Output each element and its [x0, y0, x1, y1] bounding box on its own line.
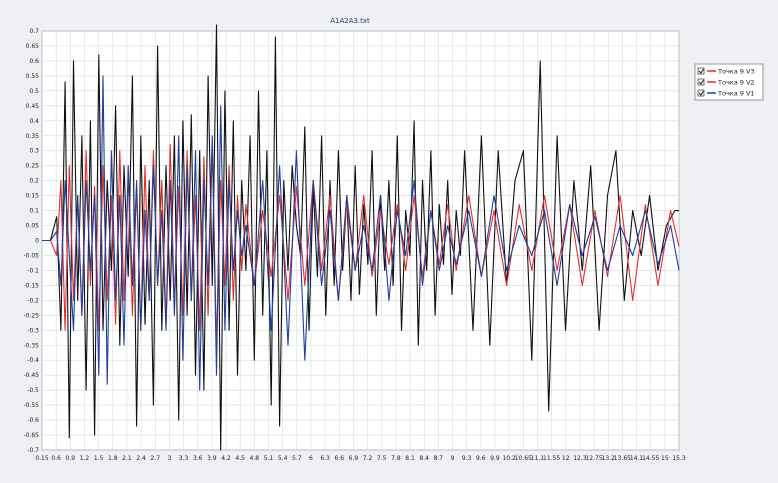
y-tick-label: 0.05 [26, 223, 40, 230]
x-tick-label: 7.5 [377, 455, 387, 462]
x-tick-label: 0.6 [51, 455, 61, 462]
x-tick-label: 13.65 [614, 455, 631, 462]
x-tick-label: 5.7 [292, 455, 302, 462]
x-tick-label: 6.3 [320, 455, 330, 462]
y-tick-label: 0.4 [29, 118, 39, 125]
x-tick-label: 9.9 [490, 455, 500, 462]
x-tick-label: 7.8 [391, 455, 401, 462]
legend-item-v2[interactable]: Точка 9 V2 [697, 78, 755, 87]
y-tick-label: 0.35 [26, 133, 40, 140]
x-tick-label: 8.4 [419, 455, 429, 462]
x-tick-label: 0.9 [66, 455, 76, 462]
y-tick-label: -0.05 [23, 252, 39, 259]
series-line-3 [42, 75, 680, 391]
legend-label-v2: Точка 9 V2 [717, 79, 755, 87]
x-tick-label: 1.5 [94, 455, 104, 462]
x-tick-label: 14.1 [630, 455, 644, 462]
x-tick-label: 4.5 [235, 455, 245, 462]
y-tick-label: 0.1 [29, 208, 39, 215]
x-tick-label: 3.9 [207, 455, 217, 462]
y-tick-label: -0.1 [27, 267, 39, 274]
x-tick-label: 3.3 [179, 455, 189, 462]
x-tick-label: 6.9 [349, 455, 359, 462]
y-tick-label: -0.45 [23, 372, 39, 379]
y-tick-label: 0 [35, 238, 39, 245]
x-tick-label: 2.4 [136, 455, 146, 462]
y-tick-label: -0.7 [27, 447, 39, 454]
x-tick-label: 14.55 [642, 455, 659, 462]
x-tick-label: 6 [309, 455, 313, 462]
legend: Точка 9 V3 Точка 9 V2 Точка 9 V1 [694, 63, 764, 101]
series-line-2 [42, 144, 680, 346]
y-tick-label: -0.15 [23, 282, 39, 289]
check-icon [698, 79, 704, 85]
y-tick-label: -0.65 [23, 432, 39, 439]
y-tick-label: 0.5 [29, 88, 39, 95]
x-tick-label: 0.15 [35, 455, 49, 462]
y-tick-label: 0.2 [29, 178, 39, 185]
x-tick-label: 8.1 [405, 455, 415, 462]
x-tick-label: 6.6 [334, 455, 344, 462]
y-tick-label: -0.55 [23, 402, 39, 409]
x-tick-label: 7.2 [363, 455, 373, 462]
x-tick-label: 1.2 [80, 455, 90, 462]
y-tick-label: 0.45 [26, 103, 40, 110]
x-tick-label: 2.7 [150, 455, 160, 462]
y-tick-label: -0.3 [27, 327, 39, 334]
check-icon [698, 68, 704, 74]
x-tick-label: 10.65 [515, 455, 532, 462]
y-tick-label: 0.3 [29, 148, 39, 155]
x-tick-label: 9.3 [462, 455, 472, 462]
y-tick-label: -0.2 [27, 297, 39, 304]
x-tick-label: 12 [562, 455, 570, 462]
y-tick-label: 0.6 [29, 58, 39, 65]
y-axis-ticks: 0.7 0.65 0.6 0.55 0.5 0.45 0.4 0.35 0.3 0.25 0.2 0.… [23, 28, 39, 454]
y-tick-label: -0.4 [27, 357, 39, 364]
legend-item-v3[interactable]: Точка 9 V3 [697, 67, 755, 76]
x-tick-label: 11.55 [543, 455, 560, 462]
x-tick-label: 9 [451, 455, 455, 462]
y-tick-label: -0.5 [27, 387, 39, 394]
x-tick-label: 13.2 [602, 455, 616, 462]
y-tick-label: 0.15 [26, 193, 40, 200]
x-tick-label: 4.2 [221, 455, 231, 462]
y-tick-label: -0.6 [27, 417, 39, 424]
x-tick-label: 9.6 [476, 455, 486, 462]
x-tick-label: 11.1 [531, 455, 545, 462]
legend-checkbox-v2[interactable] [697, 78, 705, 86]
x-tick-label: 2.1 [122, 455, 132, 462]
x-tick-label: 8.7 [434, 455, 444, 462]
x-tick-label: 5.4 [278, 455, 288, 462]
x-tick-label: 3 [167, 455, 171, 462]
y-tick-label: 0.65 [26, 43, 40, 50]
legend-label-v1: Точка 9 V1 [717, 90, 755, 98]
y-tick-label: 0.7 [29, 28, 39, 35]
x-tick-label: 12.3 [573, 455, 587, 462]
x-tick-label: 10.2 [502, 455, 516, 462]
chart-title: A1A2A3.txt [330, 17, 370, 25]
x-tick-label: 1.8 [108, 455, 118, 462]
legend-item-v1[interactable]: Точка 9 V1 [697, 89, 755, 98]
x-tick-label: 15.3 [672, 455, 686, 462]
legend-label-v3: Точка 9 V3 [717, 68, 755, 76]
check-icon [698, 90, 704, 96]
x-axis-ticks: 0.15 0.6 0.9 1.2 1.5 1.8 2.1 2.4 2.7 3 3.3 3.6 3.9 4.… [35, 455, 686, 462]
x-tick-label: 12.75 [585, 455, 602, 462]
series-layer [42, 24, 680, 451]
legend-checkbox-v3[interactable] [697, 67, 705, 75]
y-tick-label: 0.55 [26, 73, 40, 80]
y-tick-label: 0.25 [26, 163, 40, 170]
x-tick-label: 3.6 [193, 455, 203, 462]
x-tick-label: 5.1 [264, 455, 274, 462]
legend-checkbox-v1[interactable] [697, 89, 705, 97]
series-line-1 [42, 24, 679, 451]
y-tick-label: -0.35 [23, 342, 39, 349]
x-tick-label: 4.8 [250, 455, 260, 462]
y-tick-label: -0.25 [23, 312, 39, 319]
x-tick-label: 15 [661, 455, 669, 462]
